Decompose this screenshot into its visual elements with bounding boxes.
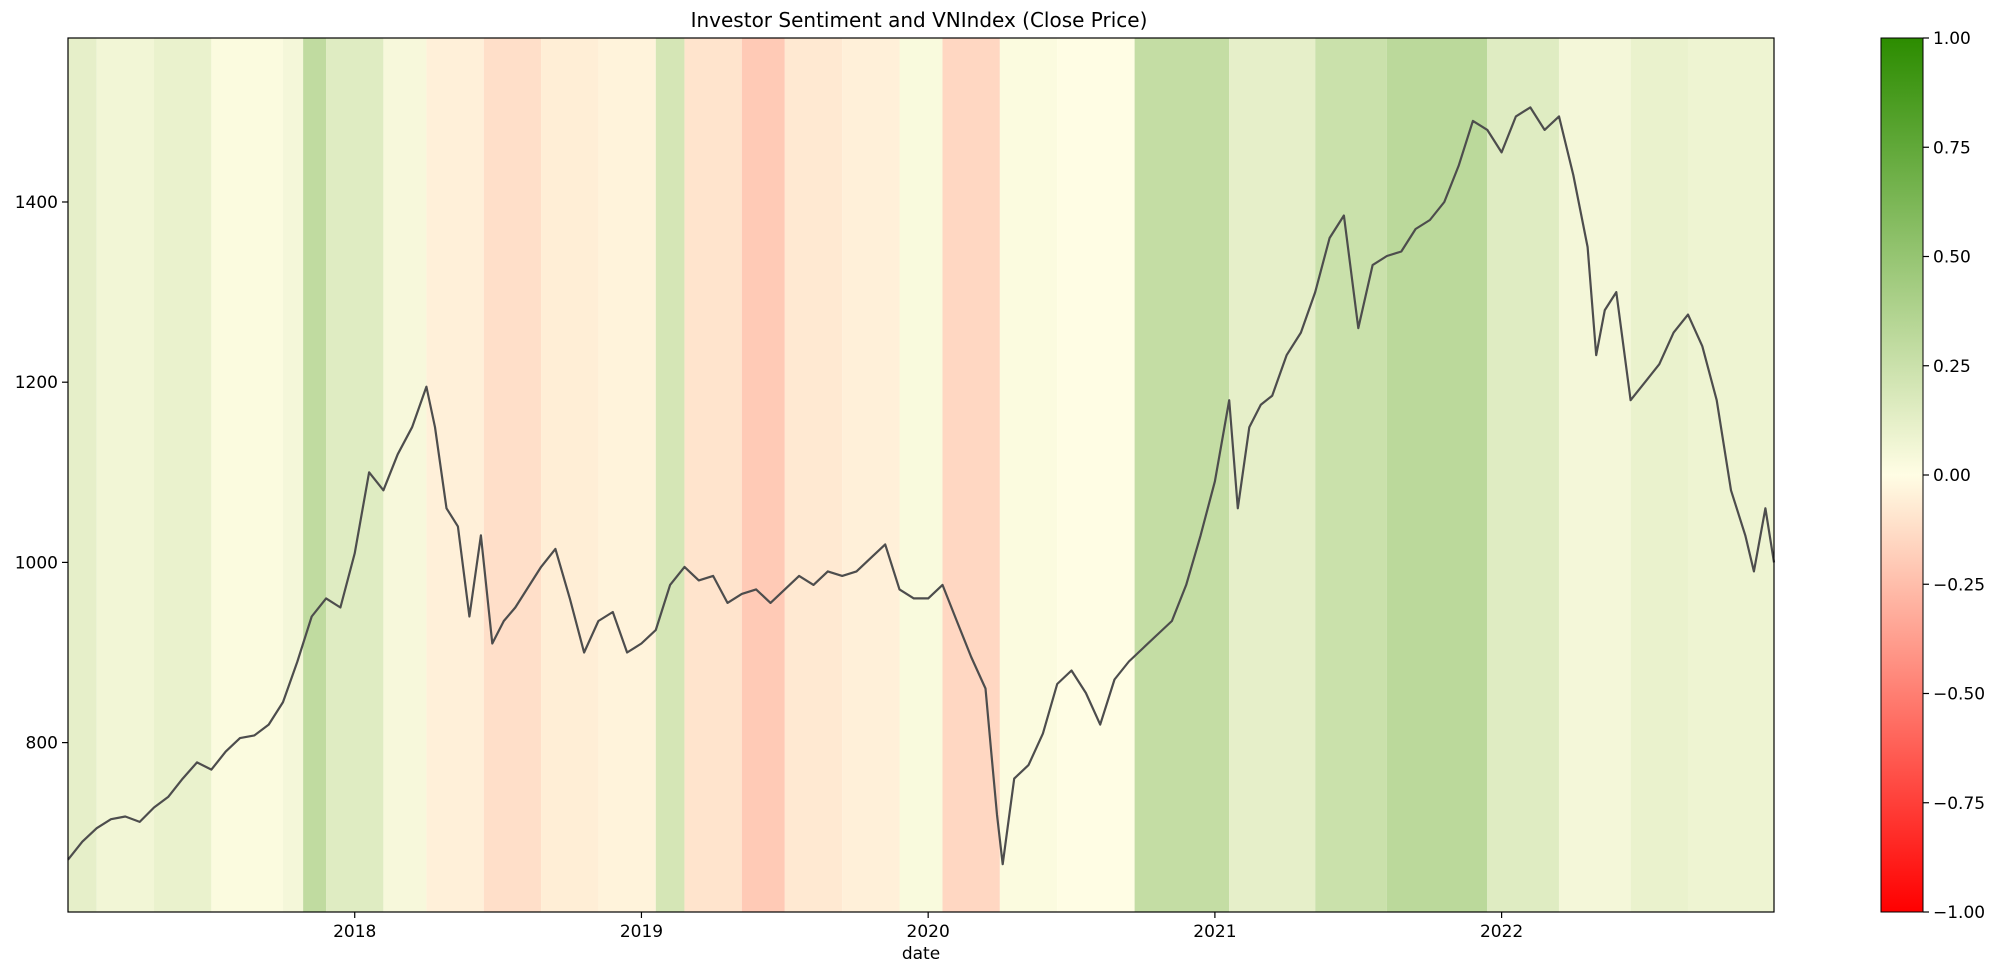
- x-axis: 2018 2019 2020 2021 2022: [333, 912, 1523, 942]
- sentiment-band: [326, 38, 384, 912]
- sentiment-band: [303, 38, 327, 912]
- sentiment-band: [154, 38, 212, 912]
- sentiment-band: [426, 38, 484, 912]
- x-tick-label: 2021: [1193, 922, 1236, 942]
- sentiment-band: [999, 38, 1058, 912]
- sentiment-band: [942, 38, 1000, 912]
- colorbar-tick-label: −0.50: [1933, 685, 1985, 705]
- sentiment-band: [68, 38, 97, 912]
- y-axis: 800 1000 1200 1400: [15, 193, 68, 754]
- x-tick-label: 2019: [620, 922, 663, 942]
- sentiment-band: [1687, 38, 1774, 912]
- colorbar-tick-label: 0.25: [1933, 357, 1971, 377]
- sentiment-band: [1134, 38, 1230, 912]
- sentiment-band: [784, 38, 843, 912]
- x-tick-label: 2018: [333, 922, 376, 942]
- sentiment-band: [483, 38, 542, 912]
- x-tick-label: 2022: [1480, 922, 1523, 942]
- sentiment-band: [541, 38, 599, 912]
- colorbar-tick-label: 0.75: [1933, 138, 1971, 158]
- series-layer: [67, 106, 1776, 866]
- colorbar: [1880, 37, 1924, 913]
- sentiment-band: [899, 38, 943, 912]
- sentiment-band: [1386, 38, 1488, 912]
- sentiment-band: [842, 38, 900, 912]
- y-tick-label: 800: [26, 734, 58, 754]
- sentiment-band: [684, 38, 742, 912]
- colorbar-tick-label: −0.25: [1933, 575, 1985, 595]
- colorbar-tick-label: 0.50: [1933, 248, 1971, 268]
- series-line: [67, 106, 1776, 866]
- sentiment-band: [655, 38, 685, 912]
- x-axis-label: date: [902, 944, 940, 964]
- sentiment-bands: [68, 38, 1774, 912]
- y-tick-label: 1400: [15, 193, 58, 213]
- x-tick-label: 2020: [907, 922, 950, 942]
- colorbar-tick-label: 1.00: [1933, 29, 1971, 49]
- sentiment-band: [598, 38, 656, 912]
- sentiment-band: [211, 38, 284, 912]
- sentiment-band: [96, 38, 155, 912]
- colorbar-axis: 1.00 0.75 0.50 0.25 0.00 −0.25 −0.50 −0.75 −1.00: [1923, 29, 1985, 923]
- plot-frame: [67, 37, 1775, 913]
- colorbar-tick-label: −1.00: [1933, 903, 1985, 923]
- colorbar-tick-label: 0.00: [1933, 466, 1971, 486]
- sentiment-band: [1630, 38, 1688, 912]
- y-tick-label: 1200: [15, 373, 58, 393]
- colorbar-tick-label: −0.75: [1933, 794, 1985, 814]
- sentiment-band: [1057, 38, 1135, 912]
- sentiment-band: [741, 38, 785, 912]
- chart-title: Investor Sentiment and VNIndex (Close Pr…: [691, 8, 1148, 32]
- y-tick-label: 1000: [15, 553, 58, 573]
- sentiment-band: [1558, 38, 1631, 912]
- sentiment-band: [1487, 38, 1559, 912]
- sentiment-band: [283, 38, 304, 912]
- sentiment-band: [1315, 38, 1387, 912]
